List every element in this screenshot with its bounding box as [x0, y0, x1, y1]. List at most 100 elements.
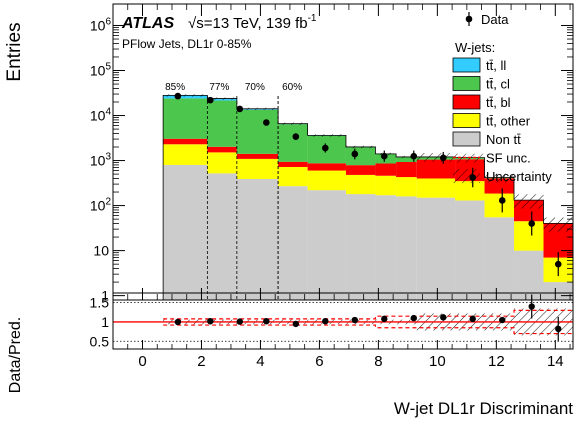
y-tick-label-0: 1 [101, 288, 109, 304]
ratio-point-2 [236, 318, 243, 325]
stack-bar-s3-b3 [278, 124, 308, 162]
legend-swatch-0 [452, 57, 481, 73]
stack-bar-s1-b0 [163, 144, 208, 165]
stack-bar-s1-b2 [236, 158, 279, 179]
legend-swatch-1 [452, 76, 481, 91]
ratio-point-7 [381, 315, 388, 323]
ratio-point-4 [292, 320, 300, 328]
ratio-tick-label-0: 0.5 [90, 333, 110, 349]
legend-swatch-2 [452, 94, 481, 110]
ratio-point-9 [440, 314, 447, 321]
legend-swatch-3 [452, 113, 481, 128]
stack-bar-s1-b11 [514, 221, 544, 251]
ratio-point-5 [322, 317, 329, 325]
legend-label-3: tt̄, other [486, 114, 531, 129]
energy-label: √s=13 TeV, 139 fb-1 [188, 13, 317, 32]
wp-label-0: 85% [165, 82, 185, 93]
data-point-7 [380, 152, 388, 160]
stack-bar-s0-b8 [416, 197, 456, 300]
uncertainty-band-5 [345, 145, 376, 149]
stack-bar-s2-b1 [207, 146, 237, 153]
data-point-0 [174, 92, 182, 100]
ratio-tick-label-2: 1.5 [90, 295, 110, 311]
y-tick-label-6: 106 [90, 16, 112, 33]
data-point-6 [351, 150, 359, 158]
stack-bar-s3-b2 [236, 109, 279, 154]
ratio-point-6 [351, 316, 358, 324]
stack-bar-s0-b4 [307, 190, 346, 300]
data-point-5 [322, 144, 329, 152]
wp-label-3: 60% [282, 82, 302, 93]
x-axis: 0 2 4 6 8 10 12 14 [127, 4, 571, 370]
stack-bar-s0-b9 [455, 200, 485, 300]
stack-bar-s0-b3 [278, 186, 308, 300]
legend-label-5: SF unc. [486, 151, 531, 166]
stack-bar-s4-b0 [163, 95, 208, 99]
wp-label-1: 77% [209, 82, 229, 93]
data-point-9 [439, 154, 447, 162]
stack-bar-s2-b0 [163, 138, 208, 145]
uncertainty-band-4 [307, 134, 346, 137]
stack-bar-s0-b12 [543, 282, 573, 300]
stack-bar-s2-b6 [375, 163, 397, 176]
atlas-label: ATLAS √s=13 TeV, 139 fb-1 PFlow Jets, DL… [121, 13, 317, 51]
energy-text: √s=13 TeV, 139 fb [188, 15, 308, 32]
legend-label-4: Non tt̄ [486, 132, 521, 147]
y-tick-label-5: 105 [90, 62, 112, 79]
stack-bar-s1-b7 [396, 177, 417, 197]
y-tick-label-1: 10 [93, 243, 109, 259]
uncertainty-band-2 [236, 107, 279, 111]
data-point-8 [410, 152, 418, 160]
stack-bar-s0-b7 [396, 196, 417, 300]
x-axis-label: W-jet DL1r Discriminant [394, 399, 573, 418]
energy-sup: -1 [308, 13, 317, 24]
stack-bar-s0-b2 [236, 178, 279, 300]
legend-label-6: Uncertainty [486, 169, 552, 184]
ratio-point-13 [555, 325, 562, 333]
uncertainty-band-10 [484, 173, 515, 183]
y-tick-label-2: 102 [90, 197, 112, 214]
stack-bar-s1-b6 [375, 175, 397, 196]
main-plot-frame [112, 3, 574, 301]
uncertainty-band-0 [163, 94, 208, 97]
stack-bar-s3-b1 [207, 100, 237, 147]
legend-data-label: Data [481, 12, 509, 27]
stack-bar-s2-b8 [416, 159, 456, 179]
stack-bar-s3-b0 [163, 98, 208, 139]
stack-bar-s0-b6 [375, 195, 397, 300]
data-point-2 [236, 105, 244, 113]
legend-label-1: tt̄, cl [486, 77, 510, 92]
legend: Data W-jets: tt̄, ll tt̄, cl tt̄, bl tt̄, oth… [452, 12, 552, 184]
x-tick-label-5: 10 [429, 353, 446, 370]
uncertainty-band-11 [514, 194, 544, 209]
uncertainty-band-1 [207, 97, 237, 100]
uncertainty-band-7 [396, 155, 417, 159]
x-tick-label-1: 2 [197, 353, 205, 370]
ratio-plot-frame [112, 292, 574, 350]
stack-bar-s1-b8 [416, 178, 456, 198]
ratio-point-0 [174, 318, 182, 326]
subtitle: PFlow Jets, DL1r 0-85% [122, 37, 252, 51]
wp-label-2: 70% [245, 82, 265, 93]
ratio-point-11 [499, 316, 506, 324]
ratio-point-1 [207, 317, 214, 325]
uncertainty-band-12 [543, 217, 573, 232]
main-plot: 85% 77% 70% 60% 1 10 102 103 104 105 106 [90, 16, 574, 304]
data-point-3 [263, 119, 270, 126]
stack-bar-s2-b4 [307, 163, 346, 171]
data-point-12 [528, 220, 536, 227]
legend-label-0: tt̄, ll [486, 58, 506, 73]
stack-bar-s0-b10 [484, 217, 515, 300]
y-axis-label: Entries [4, 22, 25, 81]
ratio-plot: 0.5 1 1.5 [90, 294, 573, 349]
stack-bar-s2-b3 [278, 161, 308, 167]
uncertainty-band-8 [416, 153, 456, 162]
y-tick-label-3: 103 [90, 152, 112, 169]
x-tick-label-2: 4 [256, 353, 264, 370]
stack-bar-s1-b1 [207, 152, 237, 174]
stack-bar-s0-b11 [514, 250, 544, 300]
ratio-y-axis-label: Data/Pred. [7, 317, 24, 393]
legend-data-marker [465, 15, 473, 23]
stack-bar-s0-b1 [207, 173, 237, 300]
